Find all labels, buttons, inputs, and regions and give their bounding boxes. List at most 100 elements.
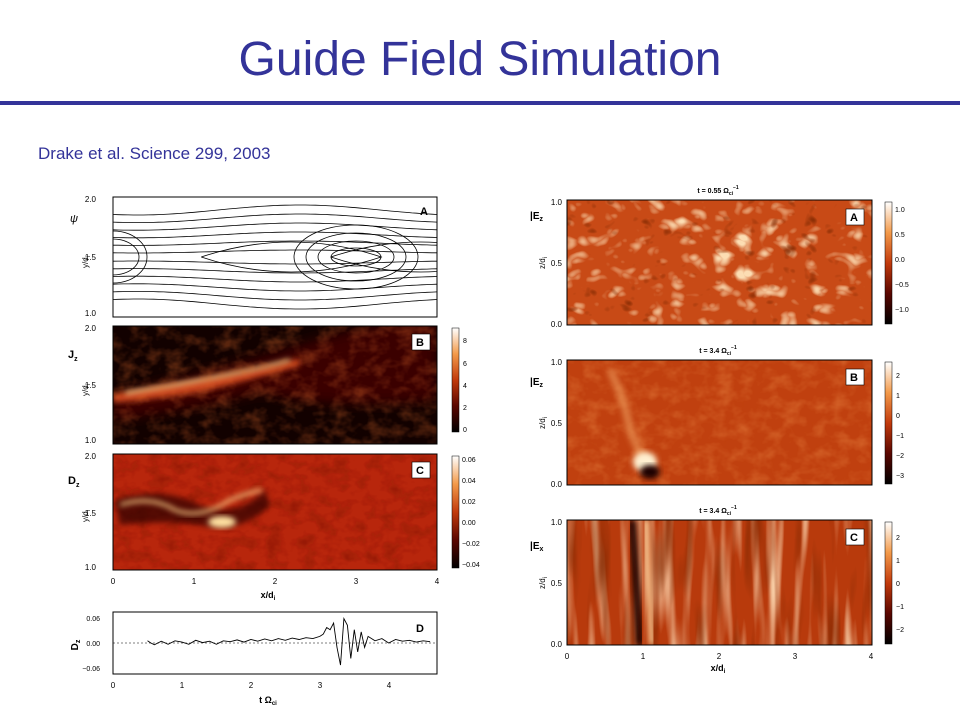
psi-open-field-line bbox=[113, 275, 437, 283]
panel-d-xticks: 0 1 2 3 4 bbox=[111, 681, 392, 690]
right-panel-a-ez: t = 0.55 Ωci−1 A |Ez 0.0 0.5 1.0 z/di 1.… bbox=[530, 185, 909, 329]
left-xtick-4: 4 bbox=[435, 577, 440, 586]
right-panel-a-ytick-2: 0.5 bbox=[551, 259, 563, 268]
psi-island-contour bbox=[113, 230, 148, 284]
panel-d-yticks: 0.06 0.00 −0.06 bbox=[82, 616, 100, 673]
right-panel-b-cb-tick-3: 0 bbox=[896, 413, 900, 420]
right-panel-c-ylabel: z/di bbox=[538, 577, 549, 589]
right-panel-b-ytick-2: 0.5 bbox=[551, 419, 563, 428]
panel-c-cb-tick-6: −0.04 bbox=[462, 562, 480, 569]
panel-c-cb-tick-3: 0.02 bbox=[462, 499, 476, 506]
right-xtick-0: 0 bbox=[565, 652, 570, 661]
panel-c-colorbar bbox=[451, 455, 460, 569]
right-panel-c-cb-tick-2: 1 bbox=[896, 558, 900, 565]
right-panel-a-cb-tick-5: −1.0 bbox=[895, 307, 909, 314]
right-panel-c-ytick-2: 0.5 bbox=[551, 579, 563, 588]
panel-d-ytick-2: 0.00 bbox=[86, 641, 100, 648]
right-xtick-4: 4 bbox=[869, 652, 874, 661]
right-panel-b-ytick-1: 0.0 bbox=[551, 480, 563, 489]
right-panel-a-ylabel: z/di bbox=[538, 257, 549, 269]
right-panel-c-letter-box bbox=[845, 528, 865, 546]
psi-open-field-line bbox=[113, 298, 437, 310]
right-shared-xticks: 0 1 2 3 4 bbox=[565, 652, 874, 661]
right-panel-b-cb-tick-1: 2 bbox=[896, 373, 900, 380]
panel-c-quantity: Dz bbox=[68, 475, 80, 489]
psi-open-field-line bbox=[113, 240, 437, 246]
citation: Drake et al. Science 299, 2003 bbox=[38, 144, 271, 163]
panel-b-colorbar bbox=[451, 327, 460, 433]
panel-d-xlabel: t Ωci bbox=[259, 695, 277, 707]
panel-b-cb-tick-2: 6 bbox=[463, 361, 467, 368]
panel-b-cb-tick-3: 4 bbox=[463, 383, 467, 390]
right-panel-b-ylabel: z/di bbox=[538, 417, 549, 429]
jz-noise bbox=[113, 326, 437, 444]
panel-c-cb-tick-4: 0.00 bbox=[462, 520, 476, 527]
dz-bright-spot bbox=[208, 516, 236, 528]
right-xtick-1: 1 bbox=[641, 652, 646, 661]
panel-d-ytick-3: −0.06 bbox=[82, 666, 100, 673]
psi-island-contour bbox=[113, 238, 140, 276]
panel-d-line-chart: D Dz 0.06 0.00 −0.06 0 1 2 3 4 t Ωci bbox=[70, 611, 438, 707]
right-panel-c-cb-tick-4: −1 bbox=[896, 604, 904, 611]
right-panel-a-cb-tick-3: 0.0 bbox=[895, 257, 905, 264]
right-panel-c-cb-tick-3: 0 bbox=[896, 581, 900, 588]
panel-c-ytick-3: 2.0 bbox=[85, 452, 97, 461]
right-panel-c-cb-tick-1: 2 bbox=[896, 535, 900, 542]
right-panel-c-quantity: |Ex bbox=[530, 541, 543, 553]
right-panel-c-ytick-3: 1.0 bbox=[551, 518, 563, 527]
panel-b-letter: B bbox=[416, 337, 424, 349]
panel-b-cb-tick-1: 8 bbox=[463, 338, 467, 345]
right-panel-b-quantity: |Ez bbox=[530, 377, 543, 389]
right-panel-c-ytick-1: 0.0 bbox=[551, 640, 563, 649]
right-panel-b-cb-tick-5: −2 bbox=[896, 453, 904, 460]
panel-c-ytick-1: 1.0 bbox=[85, 563, 97, 572]
left-xlabel: x/di bbox=[261, 590, 276, 602]
right-panel-c-yticks: 0.0 0.5 1.0 bbox=[551, 518, 563, 649]
psi-open-field-line bbox=[113, 283, 437, 292]
panel-b-cb-tick-5: 0 bbox=[463, 427, 467, 434]
panel-a-ylabel: y/di bbox=[81, 256, 92, 268]
panel-a-frame bbox=[112, 196, 438, 318]
panel-b-quantity: Jz bbox=[68, 349, 78, 363]
psi-separatrix bbox=[330, 241, 437, 273]
panel-c-colorbar-ticks: 0.06 0.04 0.02 0.00 −0.02 −0.04 bbox=[462, 457, 480, 569]
left-xtick-0: 0 bbox=[111, 577, 116, 586]
right-panel-b-dark-spot bbox=[640, 465, 660, 479]
right-panel-b-frame bbox=[566, 359, 873, 486]
panel-c-letter: C bbox=[416, 465, 424, 477]
right-panel-b-ytick-3: 1.0 bbox=[551, 358, 563, 367]
right-panel-b-colorbar bbox=[884, 361, 893, 485]
right-panel-b-colorbar-ticks: 2 1 0 −1 −2 −3 bbox=[896, 373, 904, 480]
right-panel-a-yticks: 0.0 0.5 1.0 bbox=[551, 198, 563, 329]
right-panel-c-cb-tick-5: −2 bbox=[896, 627, 904, 634]
right-panel-b-yticks: 0.0 0.5 1.0 bbox=[551, 358, 563, 489]
psi-open-field-line bbox=[113, 231, 437, 239]
right-panel-b-cb-tick-2: 1 bbox=[896, 393, 900, 400]
left-xtick-3: 3 bbox=[354, 577, 359, 586]
right-panel-a-cb-tick-1: 1.0 bbox=[895, 207, 905, 214]
left-xtick-1: 1 bbox=[192, 577, 197, 586]
panel-c-cb-tick-1: 0.06 bbox=[462, 457, 476, 464]
right-panel-a-letter-box bbox=[845, 208, 865, 226]
panel-b-cb-tick-4: 2 bbox=[463, 405, 467, 412]
panel-d-xtick-0: 0 bbox=[111, 681, 116, 690]
psi-open-field-line bbox=[113, 249, 437, 254]
right-panel-c-colorbar bbox=[884, 521, 893, 645]
right-panel-a-ytick-1: 0.0 bbox=[551, 320, 563, 329]
panel-c-dz-colormap: C Dz 1.0 1.5 2.0 y/di 0.06 0.04 0.02 0.0… bbox=[68, 452, 480, 602]
panel-d-xtick-4: 4 bbox=[387, 681, 392, 690]
panel-c-ytick-2: 1.5 bbox=[85, 509, 97, 518]
right-panel-a-cb-tick-2: 0.5 bbox=[895, 232, 905, 239]
panel-a-ytick-1: 1.0 bbox=[85, 309, 97, 318]
left-xtick-2: 2 bbox=[273, 577, 278, 586]
panel-c-cb-tick-5: −0.02 bbox=[462, 541, 480, 548]
right-panel-b-letter: B bbox=[850, 372, 858, 384]
right-panel-b-letter-box bbox=[845, 368, 865, 386]
panel-d-series-line bbox=[147, 616, 431, 666]
psi-island-contour bbox=[293, 224, 419, 290]
right-panel-c-dark-band bbox=[628, 520, 644, 645]
right-panel-a-ytick-3: 1.0 bbox=[551, 198, 563, 207]
right-panel-b-cb-tick-4: −1 bbox=[896, 433, 904, 440]
right-xtick-2: 2 bbox=[717, 652, 722, 661]
